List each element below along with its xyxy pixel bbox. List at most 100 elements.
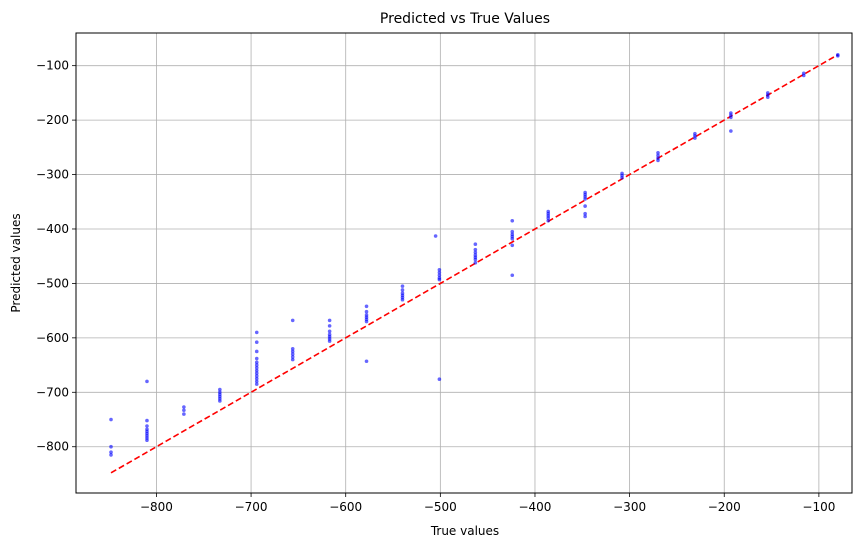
- data-point: [546, 216, 551, 220]
- data-point: [290, 357, 295, 362]
- data-point: [437, 268, 442, 272]
- x-tick-label: −100: [802, 500, 835, 514]
- y-tick-label: −800: [36, 440, 69, 454]
- data-point: [437, 377, 442, 382]
- y-tick-label: −200: [36, 113, 69, 127]
- data-point: [109, 417, 113, 422]
- y-axis-label: Predicted values: [9, 213, 23, 312]
- x-tick-label: −200: [708, 500, 741, 514]
- data-point: [254, 330, 259, 335]
- data-point: [182, 412, 186, 416]
- x-tick-label: −400: [518, 500, 551, 514]
- data-point: [254, 360, 259, 365]
- data-point: [473, 257, 478, 262]
- data-point: [510, 243, 515, 248]
- data-point: [510, 236, 515, 241]
- data-point: [290, 355, 295, 359]
- data-point: [473, 247, 478, 252]
- y-tick-label: −600: [36, 331, 69, 345]
- data-points: [109, 52, 840, 457]
- data-point: [729, 115, 733, 120]
- data-point: [656, 153, 660, 158]
- data-point: [583, 204, 587, 208]
- data-point: [290, 318, 295, 323]
- data-point: [254, 382, 259, 386]
- data-point: [109, 450, 113, 454]
- data-point: [656, 150, 660, 155]
- y-tick-label: −400: [36, 222, 69, 236]
- data-point: [290, 352, 295, 356]
- data-point: [583, 214, 587, 219]
- y-tick-label: −300: [36, 168, 69, 182]
- data-point: [254, 349, 259, 354]
- data-point: [364, 319, 369, 324]
- data-point: [437, 270, 442, 275]
- data-point: [109, 453, 113, 457]
- plot-area-frame: [75, 32, 853, 494]
- data-point: [437, 277, 442, 282]
- grid: [76, 33, 852, 493]
- data-point: [433, 234, 438, 238]
- data-point: [327, 329, 332, 334]
- data-point: [145, 379, 149, 384]
- data-point: [182, 405, 186, 409]
- x-axis-label: True values: [430, 524, 499, 538]
- data-point: [583, 197, 587, 201]
- data-point: [254, 368, 259, 373]
- data-point: [729, 129, 733, 133]
- data-point: [145, 418, 149, 423]
- y-tick-label: −100: [36, 59, 69, 73]
- data-point: [364, 309, 369, 314]
- data-point: [327, 339, 332, 343]
- x-tick-label: −600: [329, 500, 362, 514]
- y-axis-ticks: −800 −700 −600 −500 −400 −300 −200 −100: [36, 59, 76, 454]
- data-point: [583, 211, 587, 216]
- x-tick-label: −700: [235, 500, 268, 514]
- data-point: [836, 54, 840, 58]
- data-point: [510, 229, 515, 234]
- data-point: [254, 340, 259, 345]
- data-point: [218, 399, 222, 403]
- data-point: [109, 444, 113, 449]
- data-point: [290, 349, 295, 354]
- data-point: [364, 359, 369, 364]
- data-point: [473, 242, 478, 247]
- data-point: [437, 273, 442, 278]
- chart-title: Predicted vs True Values: [380, 11, 550, 27]
- data-point: [400, 297, 405, 302]
- x-tick-label: −800: [140, 500, 173, 514]
- data-point: [400, 288, 405, 292]
- data-point: [254, 356, 259, 361]
- data-point: [182, 408, 186, 413]
- data-point: [327, 318, 332, 323]
- data-point: [218, 387, 222, 392]
- x-tick-label: −300: [613, 500, 646, 514]
- data-point: [327, 324, 332, 328]
- data-point: [510, 219, 515, 223]
- data-point: [364, 304, 369, 309]
- data-point: [145, 424, 149, 428]
- data-point: [254, 363, 259, 367]
- data-point: [145, 438, 149, 442]
- x-tick-label: −500: [424, 500, 457, 514]
- data-point: [254, 365, 259, 370]
- data-point: [620, 176, 624, 180]
- data-point: [254, 374, 259, 378]
- data-point: [254, 371, 259, 376]
- x-axis-ticks: −800 −700 −600 −500 −400 −300 −200 −100: [140, 493, 835, 514]
- y-tick-label: −700: [36, 385, 69, 399]
- y-tick-label: −500: [36, 276, 69, 290]
- data-point: [473, 250, 478, 255]
- data-point: [510, 273, 515, 278]
- data-point: [290, 346, 295, 351]
- data-point: [693, 136, 697, 140]
- data-point: [801, 73, 806, 78]
- data-point: [473, 260, 478, 265]
- data-point: [254, 376, 259, 381]
- data-point: [400, 284, 405, 288]
- data-point: [546, 219, 551, 223]
- data-point: [656, 158, 660, 163]
- data-point: [254, 379, 259, 384]
- data-point: [765, 95, 770, 100]
